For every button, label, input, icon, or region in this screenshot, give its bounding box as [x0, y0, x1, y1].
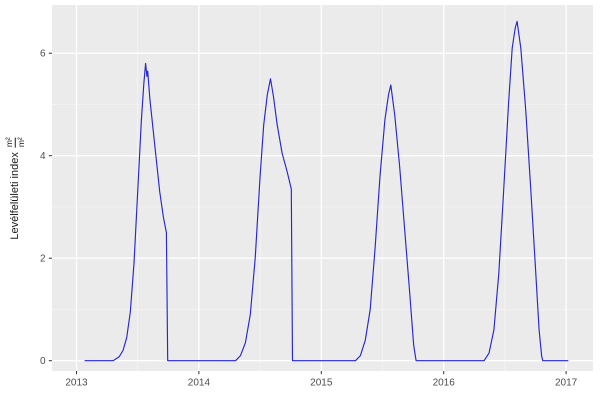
x-tick-label: 2014: [188, 378, 211, 389]
y-tick-label: 0: [40, 356, 46, 367]
x-tick-label: 2016: [433, 378, 456, 389]
y-tick-label: 6: [40, 49, 46, 60]
y-tick-label: 2: [40, 254, 46, 265]
lai-line-series: [84, 20, 569, 362]
x-tick-label: 2015: [310, 378, 333, 389]
y-tick-label: 4: [40, 151, 46, 162]
x-tick-label: 2017: [555, 378, 578, 389]
panel-background: [52, 5, 593, 371]
x-tick-label: 2013: [65, 378, 88, 389]
